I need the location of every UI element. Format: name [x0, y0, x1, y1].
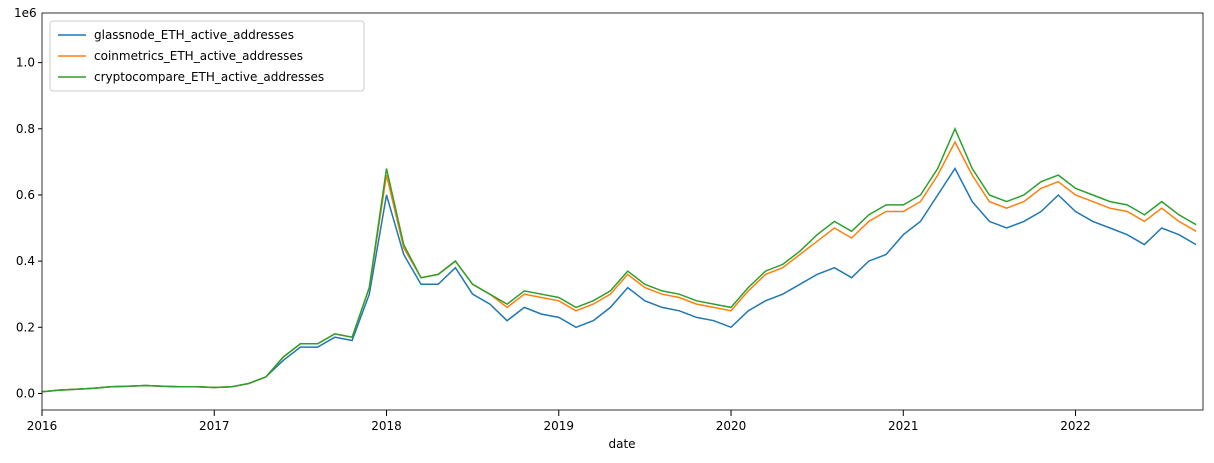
legend-box: [49, 20, 365, 92]
y-offset-label: 1e6: [14, 6, 37, 20]
x-tick-label: 2019: [543, 419, 574, 433]
y-tick-label: 1.0: [16, 56, 35, 70]
plot-frame: [41, 12, 1204, 411]
x-tick-label: 2020: [716, 419, 747, 433]
y-tick-label: 0.6: [16, 188, 35, 202]
x-tick-label: 2022: [1060, 419, 1091, 433]
legend-label: coinmetrics_ETH_active_addresses: [94, 49, 303, 63]
y-tick-label: 0.2: [16, 320, 35, 334]
series-line: [41, 126, 1197, 393]
y-tick-label: 0.8: [16, 122, 35, 136]
legend-label: glassnode_ETH_active_addresses: [94, 28, 294, 42]
x-axis-label: date: [608, 437, 635, 451]
x-tick-label: 2017: [199, 419, 230, 433]
x-tick-label: 2018: [371, 419, 402, 433]
y-tick-label: 0.4: [16, 254, 35, 268]
y-tick-label: 0.0: [16, 386, 35, 400]
x-tick-label: 2016: [27, 419, 58, 433]
legend-label: cryptocompare_ETH_active_addresses: [94, 70, 324, 84]
series-line: [41, 140, 1197, 393]
x-tick-label: 2021: [888, 419, 919, 433]
